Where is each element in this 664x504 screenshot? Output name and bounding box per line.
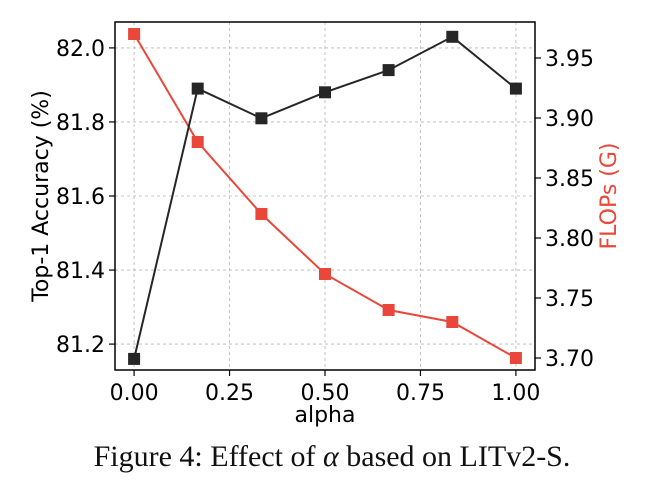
accuracy-point	[128, 352, 141, 365]
x-axis-ticks: 0.00 0.25 0.50 0.75 1.00	[110, 370, 540, 406]
x-tick-label: 0.75	[396, 381, 445, 406]
right-tick-label: 3.85	[545, 167, 594, 192]
x-tick-label: 1.00	[491, 381, 540, 406]
left-axis-ticks: 81.2 81.4 81.6 81.8 82.0	[56, 37, 115, 358]
left-tick-label: 82.0	[56, 37, 105, 62]
right-tick-label: 3.90	[545, 107, 594, 132]
caption-prefix: Figure 4: Effect of	[93, 440, 323, 473]
flops-point	[255, 208, 268, 220]
accuracy-point	[382, 64, 395, 77]
flops-point	[128, 28, 141, 40]
accuracy-point	[509, 82, 522, 95]
right-tick-label: 3.70	[545, 347, 594, 372]
x-tick-label: 0.50	[301, 381, 350, 406]
caption-suffix: based on LITv2-S.	[338, 440, 571, 473]
right-axis-ticks: 3.70 3.75 3.80 3.85 3.90 3.95	[535, 47, 594, 372]
left-tick-label: 81.6	[56, 185, 105, 210]
right-tick-label: 3.75	[545, 287, 594, 312]
dual-axis-line-chart: 0.00 0.25 0.50 0.75 1.00 81.2 81.4 81.6 81.8 82.…	[29, 21, 622, 428]
accuracy-point	[191, 82, 204, 95]
left-tick-label: 81.2	[56, 333, 105, 358]
flops-point	[319, 268, 331, 280]
flops-point	[509, 352, 522, 364]
right-tick-label: 3.95	[545, 47, 594, 72]
right-tick-label: 3.80	[545, 227, 594, 252]
x-tick-label: 0.25	[205, 381, 254, 406]
x-axis-label: alpha	[295, 403, 356, 428]
series-markers	[128, 28, 522, 365]
x-tick-label: 0.00	[110, 381, 159, 406]
caption-symbol: α	[323, 440, 339, 473]
flops-point	[446, 316, 459, 328]
flops-point	[382, 304, 395, 316]
left-axis-label: Top-1 Accuracy (%)	[29, 90, 54, 303]
flops-point	[191, 136, 204, 148]
accuracy-point	[446, 30, 459, 43]
figure-caption: Figure 4: Effect of α based on LITv2-S.	[0, 440, 664, 474]
accuracy-point	[319, 86, 331, 99]
accuracy-point	[255, 112, 268, 125]
right-axis-label: FLOPs (G)	[597, 143, 622, 250]
left-tick-label: 81.4	[56, 259, 105, 284]
grid	[115, 22, 535, 370]
left-tick-label: 81.8	[56, 111, 105, 136]
